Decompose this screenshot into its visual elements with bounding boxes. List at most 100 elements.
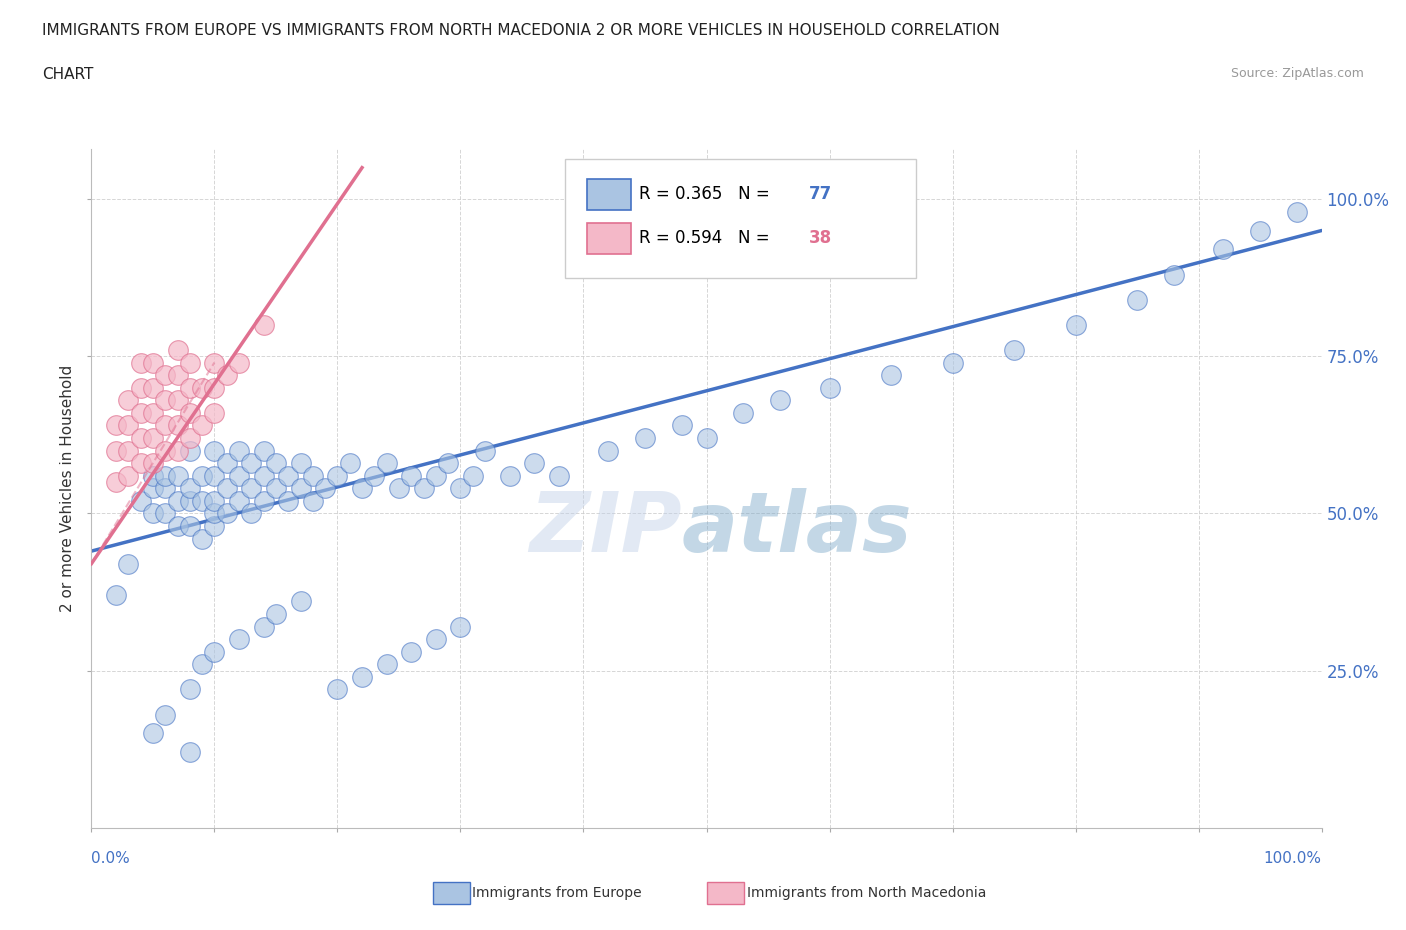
FancyBboxPatch shape [565, 159, 915, 278]
Point [253, 317, 276, 332]
Point [228, 631, 250, 646]
Point [215, 456, 238, 471]
Point [166, 443, 188, 458]
Point [215, 481, 238, 496]
Point [179, 431, 201, 445]
FancyBboxPatch shape [588, 223, 631, 254]
Point [240, 506, 263, 521]
Point [142, 726, 165, 741]
Point [880, 367, 903, 382]
Text: R = 0.594   N =: R = 0.594 N = [638, 230, 775, 247]
Point [142, 380, 165, 395]
Point [191, 531, 214, 546]
Text: atlas: atlas [682, 488, 912, 569]
Text: 77: 77 [808, 185, 832, 204]
Point [129, 355, 152, 370]
Point [179, 481, 201, 496]
Point [363, 468, 385, 483]
Point [253, 443, 276, 458]
Point [202, 380, 225, 395]
Point [117, 468, 139, 483]
Text: Source: ZipAtlas.com: Source: ZipAtlas.com [1230, 67, 1364, 80]
Point [215, 506, 238, 521]
Point [818, 380, 841, 395]
Point [142, 431, 165, 445]
Point [1163, 267, 1185, 282]
Text: 38: 38 [808, 230, 832, 247]
Point [301, 494, 323, 509]
Point [191, 657, 214, 671]
Point [352, 481, 374, 496]
Point [202, 355, 225, 370]
Point [105, 418, 127, 432]
Point [290, 456, 312, 471]
Point [301, 468, 323, 483]
Point [399, 468, 422, 483]
Point [142, 456, 165, 471]
Point [461, 468, 484, 483]
Point [228, 468, 250, 483]
Point [105, 443, 127, 458]
Text: 0.0%: 0.0% [91, 851, 131, 866]
Point [375, 657, 398, 671]
Point [449, 481, 471, 496]
Point [326, 682, 349, 697]
Point [253, 619, 276, 634]
Point [264, 456, 287, 471]
Point [596, 443, 619, 458]
FancyBboxPatch shape [588, 179, 631, 210]
Point [129, 380, 152, 395]
Point [191, 380, 214, 395]
Point [142, 468, 165, 483]
Point [264, 606, 287, 621]
Point [179, 519, 201, 534]
Point [153, 443, 177, 458]
Text: IMMIGRANTS FROM EUROPE VS IMMIGRANTS FROM NORTH MACEDONIA 2 OR MORE VEHICLES IN : IMMIGRANTS FROM EUROPE VS IMMIGRANTS FRO… [42, 23, 1000, 38]
Point [166, 494, 188, 509]
Point [129, 456, 152, 471]
Point [290, 481, 312, 496]
Point [449, 619, 471, 634]
Text: CHART: CHART [42, 67, 94, 82]
Point [179, 745, 201, 760]
Point [142, 405, 165, 420]
Point [498, 468, 520, 483]
Point [523, 456, 546, 471]
Point [1002, 342, 1025, 357]
Point [399, 644, 422, 659]
Point [339, 456, 361, 471]
Point [671, 418, 693, 432]
Point [264, 481, 287, 496]
Point [202, 519, 225, 534]
Point [277, 494, 299, 509]
Point [941, 355, 963, 370]
Point [202, 405, 225, 420]
Point [179, 494, 201, 509]
Point [153, 506, 177, 521]
Point [153, 468, 177, 483]
Point [117, 443, 139, 458]
Point [202, 506, 225, 521]
Point [202, 494, 225, 509]
Point [695, 431, 717, 445]
Point [117, 392, 139, 407]
Point [228, 443, 250, 458]
Text: Immigrants from North Macedonia: Immigrants from North Macedonia [747, 885, 986, 900]
Text: ZIP: ZIP [529, 488, 682, 569]
Point [253, 494, 276, 509]
Text: R = 0.365   N =: R = 0.365 N = [638, 185, 775, 204]
Point [425, 468, 447, 483]
Point [215, 367, 238, 382]
Point [153, 392, 177, 407]
Point [129, 431, 152, 445]
Point [733, 405, 755, 420]
Point [105, 588, 127, 603]
Text: Immigrants from Europe: Immigrants from Europe [472, 885, 643, 900]
Point [1285, 205, 1308, 219]
Point [179, 405, 201, 420]
Point [142, 506, 165, 521]
Point [153, 481, 177, 496]
Point [240, 481, 263, 496]
Point [412, 481, 434, 496]
Point [166, 342, 188, 357]
